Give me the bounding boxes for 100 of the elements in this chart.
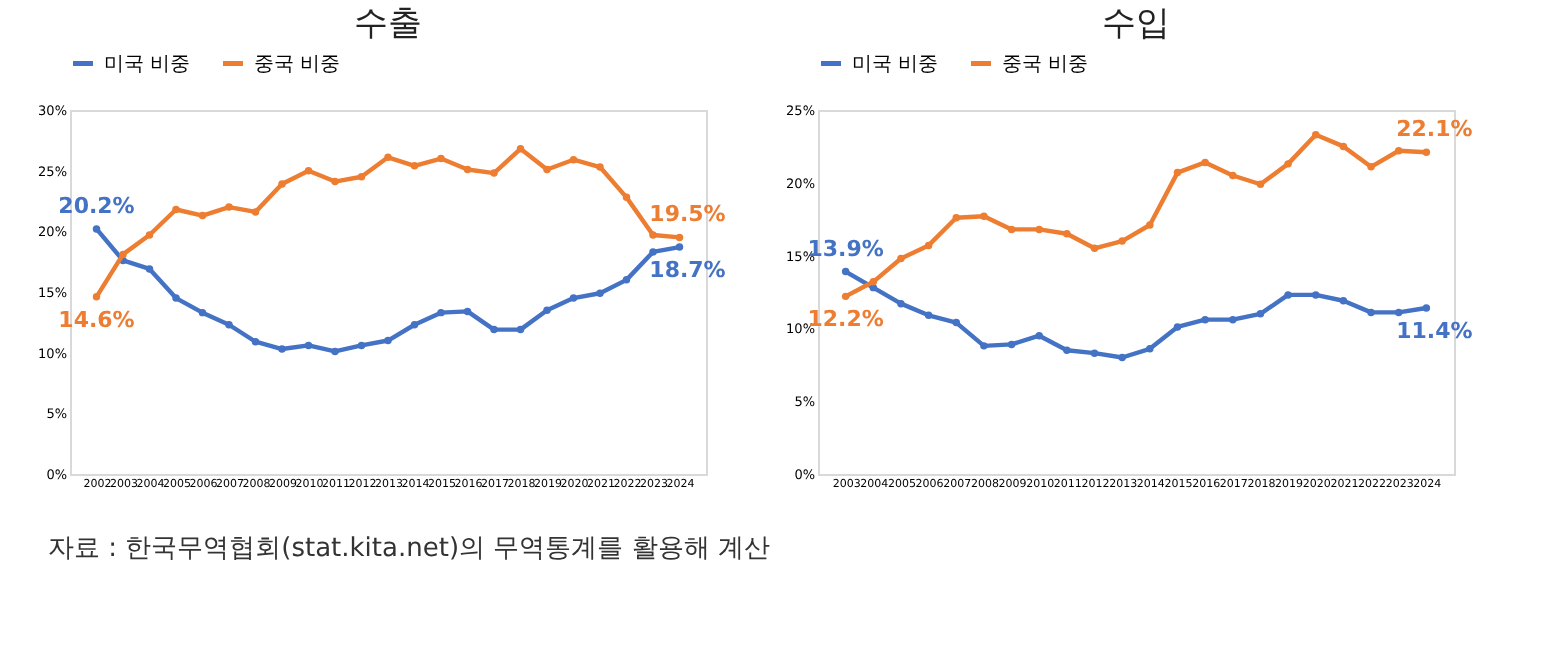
legend-label: 중국 비중 xyxy=(1002,53,1089,76)
point xyxy=(410,321,419,329)
point xyxy=(331,347,339,356)
point xyxy=(675,243,684,251)
point xyxy=(1339,142,1348,151)
point xyxy=(1118,353,1126,362)
point xyxy=(225,321,233,329)
point xyxy=(1312,291,1320,299)
point xyxy=(145,231,154,239)
point xyxy=(1146,221,1154,229)
point xyxy=(92,293,101,301)
point xyxy=(897,299,905,308)
point xyxy=(1394,308,1403,317)
point xyxy=(1284,160,1292,168)
point xyxy=(490,169,498,177)
point xyxy=(251,338,260,346)
point xyxy=(1173,168,1182,177)
point xyxy=(198,211,207,220)
point xyxy=(1146,345,1154,353)
point xyxy=(410,162,419,170)
point xyxy=(1035,225,1043,234)
point xyxy=(304,341,313,350)
point xyxy=(1201,158,1209,167)
point xyxy=(1063,230,1071,238)
point xyxy=(1063,346,1071,354)
point xyxy=(952,318,960,327)
point xyxy=(1422,304,1431,312)
point xyxy=(437,308,445,317)
point xyxy=(897,254,905,263)
legend-label: 미국 비중 xyxy=(104,53,191,76)
chart-title: 수입 xyxy=(1102,4,1170,44)
point xyxy=(516,145,525,153)
data-label: 14.6% xyxy=(58,306,135,333)
data-label: 18.7% xyxy=(649,257,726,284)
point xyxy=(119,250,127,259)
point xyxy=(357,341,366,350)
point xyxy=(463,165,472,174)
point xyxy=(384,153,392,162)
text: 자료 : 한국무역협회(stat.kita.net)의 무역통계를 활용해 계산 xyxy=(48,532,772,566)
point xyxy=(1367,163,1375,171)
point xyxy=(622,276,631,284)
point xyxy=(145,265,154,273)
point xyxy=(1090,349,1099,357)
point xyxy=(1256,310,1265,318)
point xyxy=(331,177,339,186)
point xyxy=(437,154,445,163)
legend-label: 미국 비중 xyxy=(852,53,939,76)
chart-title: 수출 xyxy=(354,4,422,44)
point xyxy=(596,289,604,297)
point xyxy=(92,225,101,233)
point xyxy=(463,307,472,316)
point xyxy=(384,336,392,345)
point xyxy=(357,173,366,181)
point xyxy=(1367,308,1375,317)
point xyxy=(1312,131,1320,139)
point xyxy=(198,308,207,317)
point xyxy=(649,248,657,256)
point xyxy=(172,294,180,302)
point xyxy=(1007,340,1016,349)
point xyxy=(622,193,631,202)
point xyxy=(1090,244,1099,253)
point xyxy=(1035,331,1043,340)
point xyxy=(924,241,933,250)
point xyxy=(675,233,684,242)
point xyxy=(1007,225,1016,234)
point xyxy=(543,306,551,314)
point xyxy=(1229,171,1237,180)
point xyxy=(1173,323,1182,331)
point xyxy=(924,311,933,320)
point xyxy=(569,156,578,164)
point xyxy=(1201,315,1209,324)
point xyxy=(1422,148,1431,156)
point xyxy=(225,203,233,211)
data-label: 22.1% xyxy=(1396,116,1473,143)
point xyxy=(516,325,525,334)
point xyxy=(251,208,260,216)
point xyxy=(1339,297,1348,305)
point xyxy=(980,342,988,350)
point xyxy=(1229,315,1237,324)
point xyxy=(649,231,657,239)
point xyxy=(980,212,988,221)
point xyxy=(172,205,180,214)
point xyxy=(1394,147,1403,155)
point xyxy=(278,180,286,188)
legend-label: 중국 비중 xyxy=(254,53,341,76)
point xyxy=(869,278,878,286)
data-label: 20.2% xyxy=(58,192,135,219)
data-label: 11.4% xyxy=(1396,318,1473,345)
point xyxy=(1256,180,1265,188)
point xyxy=(569,294,578,302)
point xyxy=(1284,291,1292,299)
point xyxy=(596,163,604,171)
point xyxy=(490,325,498,334)
data-label: 19.5% xyxy=(649,201,726,228)
point xyxy=(952,214,960,222)
point xyxy=(1118,237,1126,245)
point xyxy=(543,165,551,174)
point xyxy=(304,166,313,175)
point xyxy=(278,345,286,353)
point xyxy=(841,292,850,301)
